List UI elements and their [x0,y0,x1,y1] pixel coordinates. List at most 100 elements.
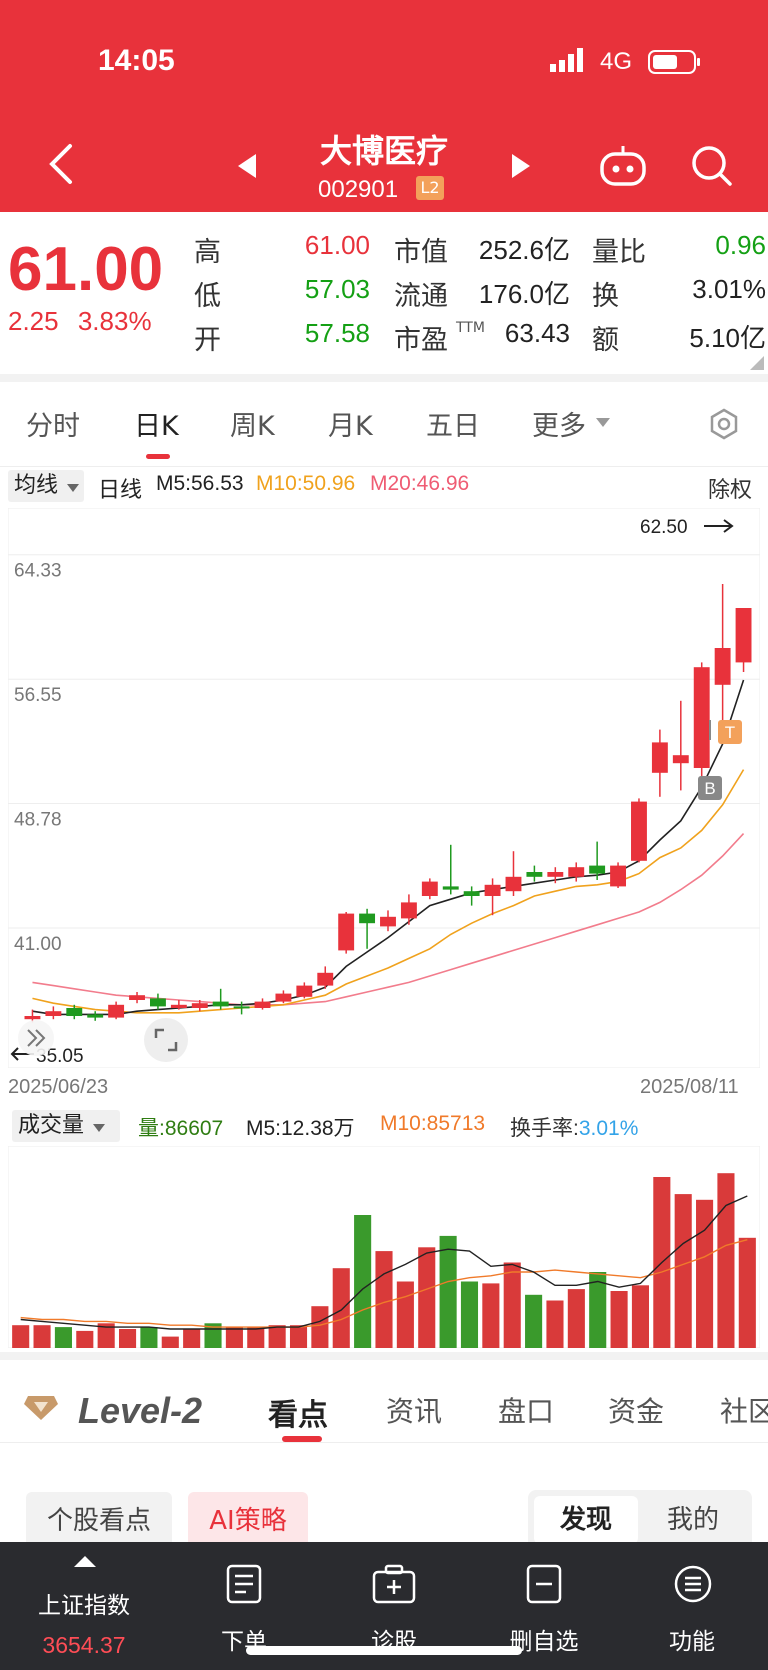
tab-five-day[interactable]: 五日 [426,411,480,442]
tab-active-indicator [146,454,170,459]
svg-text:T: T [725,723,735,742]
tab-highlights[interactable]: 看点 [268,1398,328,1433]
change-value: 2.25 [8,306,59,336]
candle-body [254,1001,271,1008]
volume-bar [76,1330,94,1348]
candle [610,862,627,888]
stock-code: 002901 [318,176,399,203]
index-name[interactable]: 上证指数 [38,1593,130,1619]
search-icon[interactable] [690,144,734,188]
candle-body [317,972,334,986]
stat-turnover: 换 3.01% [592,274,766,312]
tab-order-book[interactable]: 盘口 [498,1395,555,1428]
candle [484,878,501,916]
volume-bar [140,1327,158,1348]
scroll-left-button[interactable] [18,1020,54,1056]
volume-bar [289,1325,308,1348]
level2-logo[interactable]: Level-2 [78,1390,203,1431]
candle [463,886,480,906]
settings-icon[interactable] [708,408,740,440]
tab-daily-k[interactable]: 日K [134,411,179,442]
volume-bar [546,1300,564,1348]
candle-body [108,1004,125,1018]
fullscreen-icon[interactable] [144,1018,188,1062]
tab-intraday[interactable]: 分时 [26,411,80,442]
volume-bar [247,1327,265,1348]
candle-body [275,993,292,1002]
index-value: 3654.37 [42,1632,126,1658]
document-icon [226,1564,262,1604]
tab-monthly-k[interactable]: 月K [328,411,373,442]
volume-bar [375,1251,393,1348]
high-marker-arrow [704,519,734,533]
discover-tab[interactable]: 发现 [534,1496,638,1544]
stock-highlights-button[interactable]: 个股看点 [26,1492,172,1550]
y-tick-label: 56.55 [14,685,62,706]
robot-icon[interactable] [598,142,648,188]
volume-bar [332,1268,350,1348]
candle [129,992,145,1004]
candle-body [359,913,376,924]
tab-weekly-k[interactable]: 周K [230,411,275,442]
candle [24,1009,41,1023]
candle-body [45,1011,62,1016]
volume-bar [97,1323,115,1348]
candle [149,993,166,1010]
tab-news[interactable]: 资讯 [386,1395,443,1428]
candle [505,851,522,896]
volume-bar [12,1325,30,1348]
chevron-down-icon [93,1124,106,1132]
divider [0,1352,768,1360]
volume-bar [567,1289,585,1348]
volume-bar [225,1327,243,1348]
candle-body [191,1003,208,1008]
signal-icon [550,48,583,72]
tab-more[interactable]: 更多 [532,411,586,442]
divider [0,374,768,382]
stats-col-3: 量比 0.96 换 3.01% 额 5.10亿 [592,230,766,362]
volume-bar [311,1306,329,1348]
ai-strategy-button[interactable]: AI策略 [188,1492,308,1550]
volume-bar [161,1336,179,1348]
candle-body [233,1006,250,1009]
ma-selector[interactable]: 均线 [8,470,84,502]
trade-marker-t[interactable]: T [718,720,742,744]
candle-body [296,985,313,997]
trade-marker-b[interactable]: B [698,720,722,800]
mine-tab[interactable]: 我的 [666,1505,719,1535]
expand-corner-icon[interactable] [750,356,764,370]
tab-community[interactable]: 社区 [720,1395,768,1428]
volume-bar [631,1285,650,1348]
date-start: 2025/06/23 [8,1076,109,1098]
candle-body [735,608,752,663]
divider [0,466,768,467]
back-icon[interactable] [46,142,76,186]
volume-value: 量:86607 [138,1117,224,1140]
candle [108,1001,125,1020]
chevron-up-icon[interactable] [74,1554,96,1568]
volume-chart[interactable] [8,1146,760,1348]
nav-functions[interactable]: 功能 [632,1564,752,1660]
stats-col-2: 市值 252.6亿 流通 176.0亿 市盈 TTM 63.43 [394,230,570,362]
ma20-line [32,833,745,1006]
current-price: 61.00 [8,235,164,304]
tab-funds[interactable]: 资金 [608,1395,665,1428]
status-time: 14:05 [98,44,175,77]
candlestick-chart[interactable]: 64.33 56.55 48.78 41.00 62.50 35.05 T B [8,508,760,1068]
prev-stock-icon[interactable] [236,152,258,180]
price-change: 2.25 3.83% [8,306,152,337]
candle-body [484,884,501,896]
candle-body [568,867,585,877]
candle-body [651,742,668,773]
volume-indicator-selector[interactable]: 成交量 [12,1110,120,1142]
menu-circle-icon [674,1565,712,1603]
minus-box-icon [526,1564,562,1604]
candle-body [463,891,480,896]
volume-ma5-line [20,1195,748,1330]
volume-bar [183,1329,201,1348]
next-stock-icon[interactable] [510,152,532,180]
stat-high: 高 61.00 [194,230,370,268]
ex-rights-toggle[interactable]: 除权 [708,477,753,502]
network-type: 4G [600,48,633,75]
stat-pe: 市盈 TTM 63.43 [394,318,570,356]
